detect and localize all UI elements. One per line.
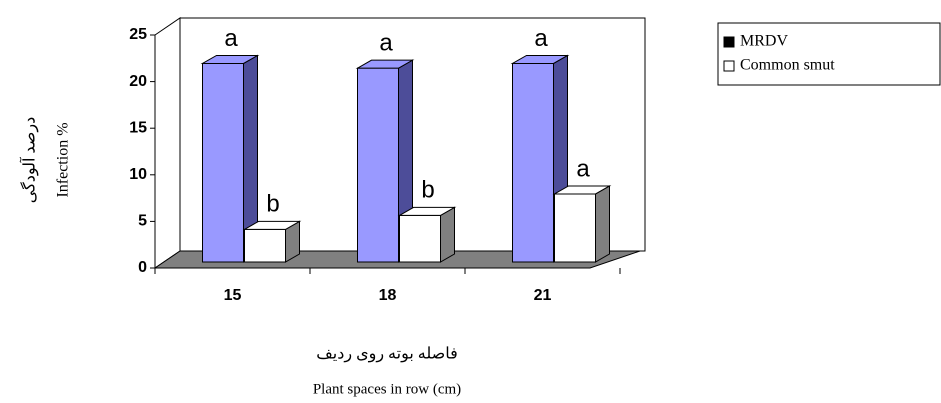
legend-label: MRDV [740, 33, 788, 50]
bar-top [510, 54, 570, 64]
bar-front [512, 62, 554, 263]
bar-letter: b [421, 177, 434, 204]
bar [200, 54, 260, 263]
x-axis-label: Plant spaces in row (cm) [313, 381, 461, 397]
bar-side [440, 206, 455, 263]
bar-letter: a [576, 155, 590, 182]
bar-front [244, 228, 286, 263]
bar [242, 220, 302, 263]
x-tick-label: 21 [534, 287, 552, 304]
bar-letter: b [266, 191, 279, 218]
y-axis-label: Infection % [55, 122, 72, 197]
y-tick-label: 5 [138, 213, 147, 230]
bar-top [355, 59, 415, 69]
y-tick-label: 25 [129, 26, 147, 43]
bar-letter: a [534, 25, 548, 52]
legend-marker [723, 60, 735, 72]
x-tick-label: 15 [224, 287, 242, 304]
x-tick-label: 18 [379, 287, 397, 304]
legend-label: Common smut [740, 57, 835, 74]
y-tick-label: 20 [129, 73, 147, 90]
side-wall [154, 17, 181, 269]
bar-top [242, 220, 302, 230]
y-axis-label-fa: درصد آلودگی [19, 117, 39, 204]
legend-marker [723, 36, 735, 48]
x-axis-label-fa: فاصله بوته روی ردیف [316, 346, 458, 363]
bar [552, 185, 612, 263]
bar-side [595, 185, 610, 263]
bar-front [202, 62, 244, 263]
bar-letter: a [379, 29, 393, 56]
bar-top [397, 206, 457, 216]
bar-front [399, 214, 441, 263]
y-tick-label: 10 [129, 166, 147, 183]
bar-top [200, 54, 260, 64]
bar-front [554, 193, 596, 263]
bar-front [357, 67, 399, 263]
bar-top [552, 185, 612, 195]
y-tick-label: 15 [129, 119, 147, 136]
bar [397, 206, 457, 263]
bar-letter: a [224, 25, 238, 52]
y-tick-label: 0 [138, 259, 147, 276]
legend-box [717, 22, 941, 86]
